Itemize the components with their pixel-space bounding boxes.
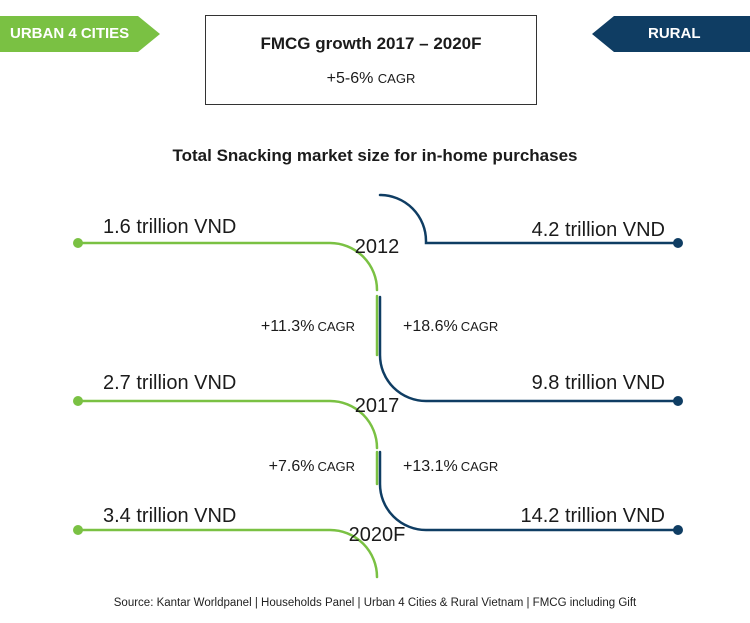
rural-cagr-1: +18.6% CAGR [403,318,498,335]
year-label-2012: 2012 [355,236,400,258]
urban-dot-2020 [73,525,83,535]
rural-dot-2012 [673,238,683,248]
rural-cagr-2-label: CAGR [461,459,499,474]
urban-value-2020: 3.4 trillion VND [103,505,236,527]
year-label-2017: 2017 [355,395,400,417]
urban-cagr-2-label: CAGR [317,459,355,474]
rural-tag: RURAL [592,16,750,52]
rural-cagr-1-label: CAGR [461,319,499,334]
year-label-2020: 2020F [349,524,406,546]
urban-dot-2012 [73,238,83,248]
headline-box: FMCG growth 2017 – 2020F +5-6% CAGR [205,15,537,105]
headline-growth-value: +5-6% [326,70,374,87]
urban-cagr-1-label: CAGR [317,319,355,334]
urban-dot-2017 [73,396,83,406]
source-note: Source: Kantar Worldpanel | Households P… [113,597,637,609]
urban-tag-label: URBAN 4 CITIES [10,25,130,42]
urban-path [76,241,379,579]
rural-dot-2020 [673,525,683,535]
rural-dot-2017 [673,396,683,406]
rural-cagr-1-value: +18.6% [403,318,458,335]
urban-cagr-2-value: +7.6% [269,458,315,475]
headline-cagr-label: CAGR [377,71,416,86]
headline-title: FMCG growth 2017 – 2020F [260,34,482,53]
urban-line-2020 [76,528,379,579]
urban-cagr-1-value: +11.3% [261,318,315,335]
headline-growth: +5-6% CAGR [206,70,536,88]
rural-cagr-2: +13.1% CAGR [403,458,498,475]
rural-line-2012 [378,193,680,245]
rural-path [378,193,680,532]
rural-value-2012: 4.2 trillion VND [532,219,665,241]
rural-value-2017: 9.8 trillion VND [532,372,665,394]
urban-line-2017 [76,399,379,450]
urban-line-2012 [76,241,379,292]
urban-value-2017: 2.7 trillion VND [103,372,236,394]
urban-value-2012: 1.6 trillion VND [103,216,236,238]
rural-tag-label: RURAL [648,25,701,42]
rural-cagr-2-value: +13.1% [403,458,458,475]
rural-connector-1 [378,295,680,403]
urban-tag: URBAN 4 CITIES [0,16,160,52]
rural-connector-2 [378,450,680,532]
urban-cagr-1: +11.3% CAGR [261,318,355,335]
rural-value-2020: 14.2 trillion VND [520,505,665,527]
section-title: Total Snacking market size for in-home p… [172,146,578,165]
urban-cagr-2: +7.6% CAGR [269,458,355,475]
